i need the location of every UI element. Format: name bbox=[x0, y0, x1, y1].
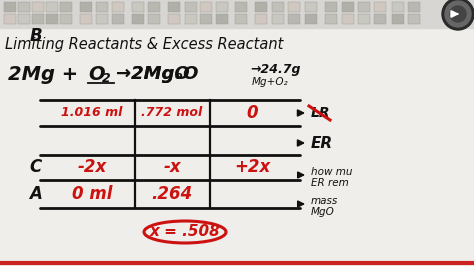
Bar bbox=[358, 2, 370, 12]
Bar bbox=[185, 2, 197, 12]
Bar bbox=[374, 2, 386, 12]
Bar bbox=[374, 14, 386, 24]
Bar bbox=[255, 14, 267, 24]
Text: ER: ER bbox=[311, 135, 333, 151]
Bar bbox=[132, 2, 144, 12]
Bar bbox=[185, 14, 197, 24]
Text: .772 mol: .772 mol bbox=[141, 106, 202, 119]
Bar bbox=[235, 2, 247, 12]
Bar bbox=[342, 14, 354, 24]
Bar bbox=[325, 14, 337, 24]
Bar bbox=[288, 2, 300, 12]
Bar bbox=[80, 14, 92, 24]
Bar bbox=[60, 14, 72, 24]
Bar bbox=[148, 14, 160, 24]
Bar bbox=[408, 2, 420, 12]
Circle shape bbox=[445, 1, 471, 27]
Bar bbox=[46, 14, 58, 24]
Bar bbox=[392, 14, 404, 24]
Circle shape bbox=[442, 0, 474, 30]
Bar bbox=[46, 2, 58, 12]
Bar bbox=[168, 14, 180, 24]
Text: how mu: how mu bbox=[311, 167, 353, 177]
Bar bbox=[272, 14, 284, 24]
Bar bbox=[305, 2, 317, 12]
Text: .264: .264 bbox=[151, 185, 192, 203]
Bar bbox=[235, 14, 247, 24]
Bar bbox=[408, 14, 420, 24]
Text: x = .508: x = .508 bbox=[150, 225, 220, 239]
Text: Mg+O₂: Mg+O₂ bbox=[252, 77, 289, 87]
Bar bbox=[325, 2, 337, 12]
Bar bbox=[18, 2, 30, 12]
Text: B: B bbox=[30, 27, 42, 45]
Text: O: O bbox=[88, 64, 105, 84]
Text: +2x: +2x bbox=[234, 158, 270, 176]
Bar bbox=[96, 14, 108, 24]
Bar bbox=[392, 2, 404, 12]
Bar bbox=[96, 2, 108, 12]
Bar bbox=[112, 14, 124, 24]
Circle shape bbox=[450, 6, 466, 22]
Text: ER rem: ER rem bbox=[311, 178, 349, 188]
Bar bbox=[32, 2, 44, 12]
Bar bbox=[272, 2, 284, 12]
Bar bbox=[168, 2, 180, 12]
Text: 1.016 ml: 1.016 ml bbox=[61, 106, 123, 119]
Text: →2MgO: →2MgO bbox=[116, 65, 190, 83]
Bar bbox=[358, 14, 370, 24]
Bar bbox=[60, 2, 72, 12]
Bar bbox=[305, 14, 317, 24]
Text: A: A bbox=[29, 185, 43, 203]
Text: Limiting Reactants & Excess Reactant: Limiting Reactants & Excess Reactant bbox=[5, 36, 283, 52]
Bar bbox=[200, 2, 212, 12]
Text: 2Mg +: 2Mg + bbox=[8, 65, 78, 85]
Bar bbox=[112, 2, 124, 12]
Bar bbox=[32, 14, 44, 24]
Text: MgO: MgO bbox=[311, 207, 335, 217]
Bar bbox=[255, 2, 267, 12]
Text: 0: 0 bbox=[246, 104, 258, 122]
Text: →24.7g: →24.7g bbox=[250, 64, 301, 77]
Text: LR: LR bbox=[311, 106, 330, 120]
Text: 0 ml: 0 ml bbox=[72, 185, 112, 203]
Bar bbox=[216, 2, 228, 12]
Text: →2MgₒO: →2MgₒO bbox=[116, 65, 199, 83]
Bar bbox=[288, 14, 300, 24]
Text: mass: mass bbox=[311, 196, 338, 206]
Bar bbox=[4, 14, 16, 24]
Bar bbox=[216, 14, 228, 24]
Bar bbox=[200, 14, 212, 24]
Bar bbox=[0, 0, 474, 28]
Text: -x: -x bbox=[163, 158, 181, 176]
Text: 2: 2 bbox=[102, 73, 111, 85]
Bar bbox=[148, 2, 160, 12]
Bar bbox=[80, 2, 92, 12]
Bar bbox=[342, 2, 354, 12]
Bar bbox=[18, 14, 30, 24]
Bar bbox=[132, 14, 144, 24]
Text: C: C bbox=[30, 158, 42, 176]
Bar bbox=[4, 2, 16, 12]
Text: -2x: -2x bbox=[77, 158, 107, 176]
